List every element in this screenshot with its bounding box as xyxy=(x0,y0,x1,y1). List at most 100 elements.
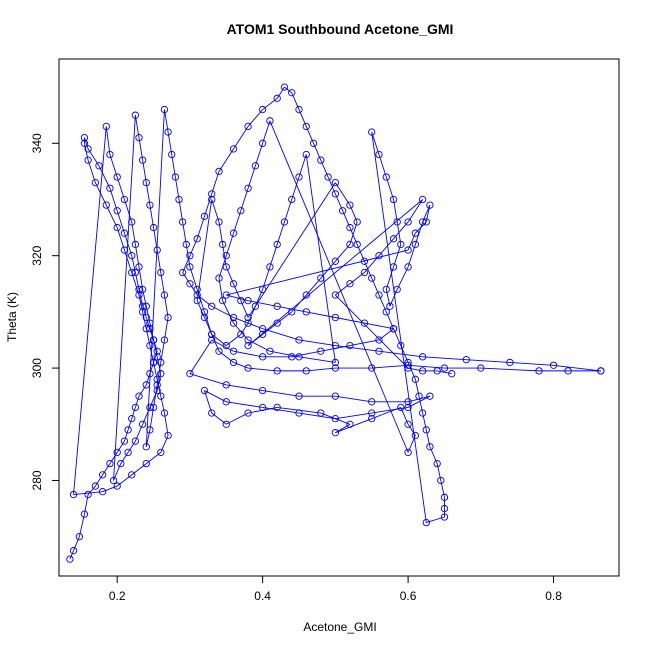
data-point xyxy=(109,476,118,485)
data-point xyxy=(346,223,354,232)
series-line-segment xyxy=(218,278,224,301)
data-point xyxy=(295,336,303,344)
data-point xyxy=(138,285,147,294)
data-point xyxy=(302,150,310,159)
series-line-segment xyxy=(218,221,224,245)
data-point xyxy=(113,207,121,215)
series-line-segment xyxy=(196,199,213,301)
series-line-segment xyxy=(240,322,249,335)
x-tick-label: 0.4 xyxy=(254,589,271,603)
data-point xyxy=(258,325,267,333)
data-point xyxy=(69,547,78,555)
series-line-segment xyxy=(364,255,380,273)
data-point xyxy=(404,246,412,254)
data-point xyxy=(244,122,252,131)
series-line-segment xyxy=(262,120,271,144)
series-line-segment xyxy=(78,514,85,537)
series-line-segment xyxy=(276,221,285,245)
series-line-segment xyxy=(553,364,601,372)
data-point xyxy=(404,448,412,457)
series-line-segment xyxy=(335,345,380,352)
series-line-segment xyxy=(408,364,445,369)
data-point xyxy=(273,403,281,412)
data-point xyxy=(397,240,405,249)
data-point xyxy=(128,471,136,479)
data-point xyxy=(149,403,158,412)
data-point xyxy=(331,415,340,423)
series-line-segment xyxy=(335,395,372,403)
data-point xyxy=(142,443,150,451)
data-point xyxy=(84,490,92,499)
series-line-segment xyxy=(109,154,118,178)
data-point xyxy=(138,302,147,310)
series-line-segment xyxy=(378,238,394,256)
data-point xyxy=(404,358,412,367)
data-point xyxy=(418,195,427,204)
data-point xyxy=(368,409,376,417)
series-line-segment xyxy=(124,199,133,223)
series-line-segment xyxy=(298,412,336,420)
data-point xyxy=(288,353,296,361)
series-line-segment xyxy=(138,266,144,290)
series-line-segment xyxy=(87,160,96,183)
series-line-segment xyxy=(109,452,118,464)
data-point xyxy=(353,218,361,226)
series-line-segment xyxy=(182,221,187,245)
data-point xyxy=(375,252,383,260)
data-point xyxy=(331,190,340,198)
data-point xyxy=(186,252,194,260)
data-point xyxy=(160,409,169,417)
data-point xyxy=(597,367,605,375)
data-point xyxy=(440,513,449,521)
data-point xyxy=(229,280,238,288)
series-line-segment xyxy=(189,339,213,374)
series-line-segment xyxy=(371,406,409,414)
y-tick-label: 300 xyxy=(30,358,44,378)
data-point xyxy=(208,190,216,198)
data-point xyxy=(222,291,230,299)
data-point xyxy=(157,358,165,367)
data-point xyxy=(175,195,183,204)
data-point xyxy=(404,403,412,412)
series-line-segment xyxy=(164,317,169,341)
series-line-segment xyxy=(335,317,365,324)
data-point xyxy=(200,313,209,322)
data-point xyxy=(309,139,318,147)
series-line-segment xyxy=(396,266,409,290)
data-point xyxy=(117,459,125,468)
series-line-segment xyxy=(291,176,300,200)
series-line-segment xyxy=(371,131,427,523)
series-line-segment xyxy=(156,362,162,386)
data-point xyxy=(222,252,230,260)
data-point xyxy=(422,218,430,226)
series-line-segment xyxy=(254,143,264,166)
data-point xyxy=(138,308,147,316)
data-point xyxy=(331,178,340,187)
data-point xyxy=(135,291,143,299)
data-point xyxy=(218,296,227,305)
data-point xyxy=(146,341,154,350)
series-line-segment xyxy=(73,491,103,495)
data-point xyxy=(193,296,201,305)
series-line-segment xyxy=(94,182,107,206)
data-point xyxy=(146,403,154,412)
data-point xyxy=(411,431,420,440)
data-point xyxy=(120,437,129,445)
data-point xyxy=(258,386,267,395)
series-line-segment xyxy=(160,339,165,363)
data-point xyxy=(288,308,296,316)
data-point xyxy=(157,392,165,400)
data-point xyxy=(157,268,165,277)
data-point xyxy=(237,207,245,215)
data-point xyxy=(360,319,369,327)
data-point xyxy=(149,223,158,232)
series-line-segment xyxy=(131,407,136,419)
data-point xyxy=(295,409,303,417)
series-line-segment xyxy=(211,171,220,195)
data-point xyxy=(142,381,150,389)
series-line-segment xyxy=(247,182,336,318)
data-point xyxy=(84,156,92,164)
x-tick-label: 0.8 xyxy=(545,589,562,603)
data-point xyxy=(98,488,107,496)
data-point xyxy=(302,367,310,375)
